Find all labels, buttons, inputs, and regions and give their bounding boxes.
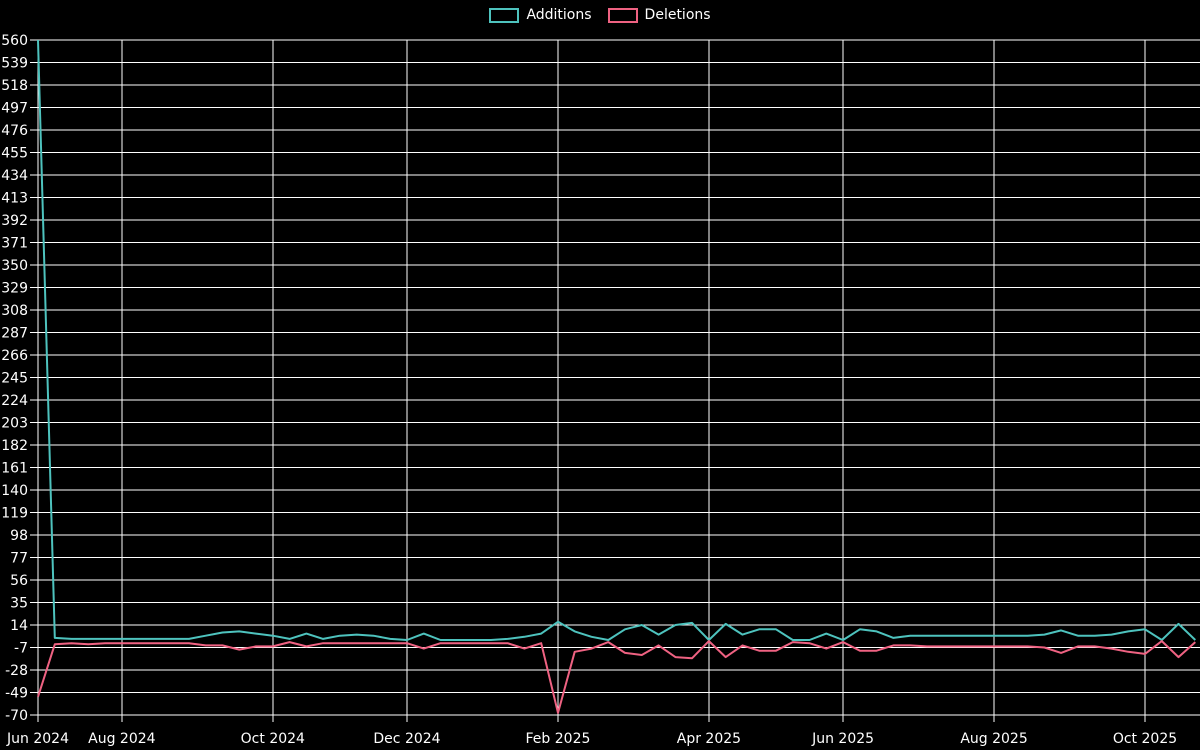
y-tick-label: -28 <box>5 663 28 679</box>
legend: Additions Deletions <box>0 6 1200 24</box>
y-tick-label: 245 <box>1 371 28 387</box>
y-tick-label: 77 <box>10 551 28 567</box>
y-tick-label: 392 <box>1 213 28 229</box>
y-tick-label: 539 <box>1 56 28 72</box>
additions-line <box>37 39 1196 641</box>
y-tick-label: 98 <box>10 528 28 544</box>
y-tick-label: 560 <box>1 33 28 49</box>
y-tick-label: 350 <box>1 258 28 274</box>
x-tick-label: Jun 2024 <box>6 731 69 747</box>
y-tick-label: 371 <box>1 236 28 252</box>
y-tick-label: 287 <box>1 326 28 342</box>
additions-label: Additions <box>526 7 592 23</box>
y-tick-label: 434 <box>1 168 28 184</box>
y-tick-label: 224 <box>1 393 28 409</box>
x-tick-label: Apr 2025 <box>677 731 741 747</box>
y-tick-label: 14 <box>10 618 28 634</box>
y-tick-label: 455 <box>1 146 28 162</box>
y-tick-label: 140 <box>1 483 28 499</box>
legend-item-additions: Additions <box>489 6 592 24</box>
y-tick-label: -49 <box>5 686 28 702</box>
y-tick-label: 518 <box>1 78 28 94</box>
y-tick-label: 56 <box>10 573 28 589</box>
y-tick-label: 413 <box>1 191 28 207</box>
x-tick-label: Aug 2025 <box>960 731 1027 747</box>
y-tick-label: 476 <box>1 123 28 139</box>
deletions-line <box>37 640 1196 714</box>
deletions-label: Deletions <box>644 7 711 23</box>
x-tick-label: Oct 2025 <box>1113 731 1177 747</box>
y-tick-label: -70 <box>5 708 28 724</box>
x-tick-label: Oct 2024 <box>241 731 305 747</box>
y-tick-label: 266 <box>1 348 28 364</box>
additions-swatch <box>489 7 520 23</box>
y-tick-label: 161 <box>1 461 28 477</box>
x-tick-label: Feb 2025 <box>526 731 591 747</box>
deletions-swatch <box>607 7 638 23</box>
y-tick-label: 329 <box>1 281 28 297</box>
x-tick-label: Dec 2024 <box>373 731 440 747</box>
y-tick-label: 182 <box>1 438 28 454</box>
y-tick-label: 35 <box>10 596 28 612</box>
legend-item-deletions: Deletions <box>607 6 711 24</box>
y-tick-label: 308 <box>1 303 28 319</box>
y-tick-label: 497 <box>1 101 28 117</box>
y-tick-label: 119 <box>1 506 28 522</box>
x-tick-label: Jun 2025 <box>811 731 874 747</box>
y-tick-label: -7 <box>14 641 28 657</box>
y-tick-label: 203 <box>1 416 28 432</box>
x-tick-label: Aug 2024 <box>88 731 156 747</box>
